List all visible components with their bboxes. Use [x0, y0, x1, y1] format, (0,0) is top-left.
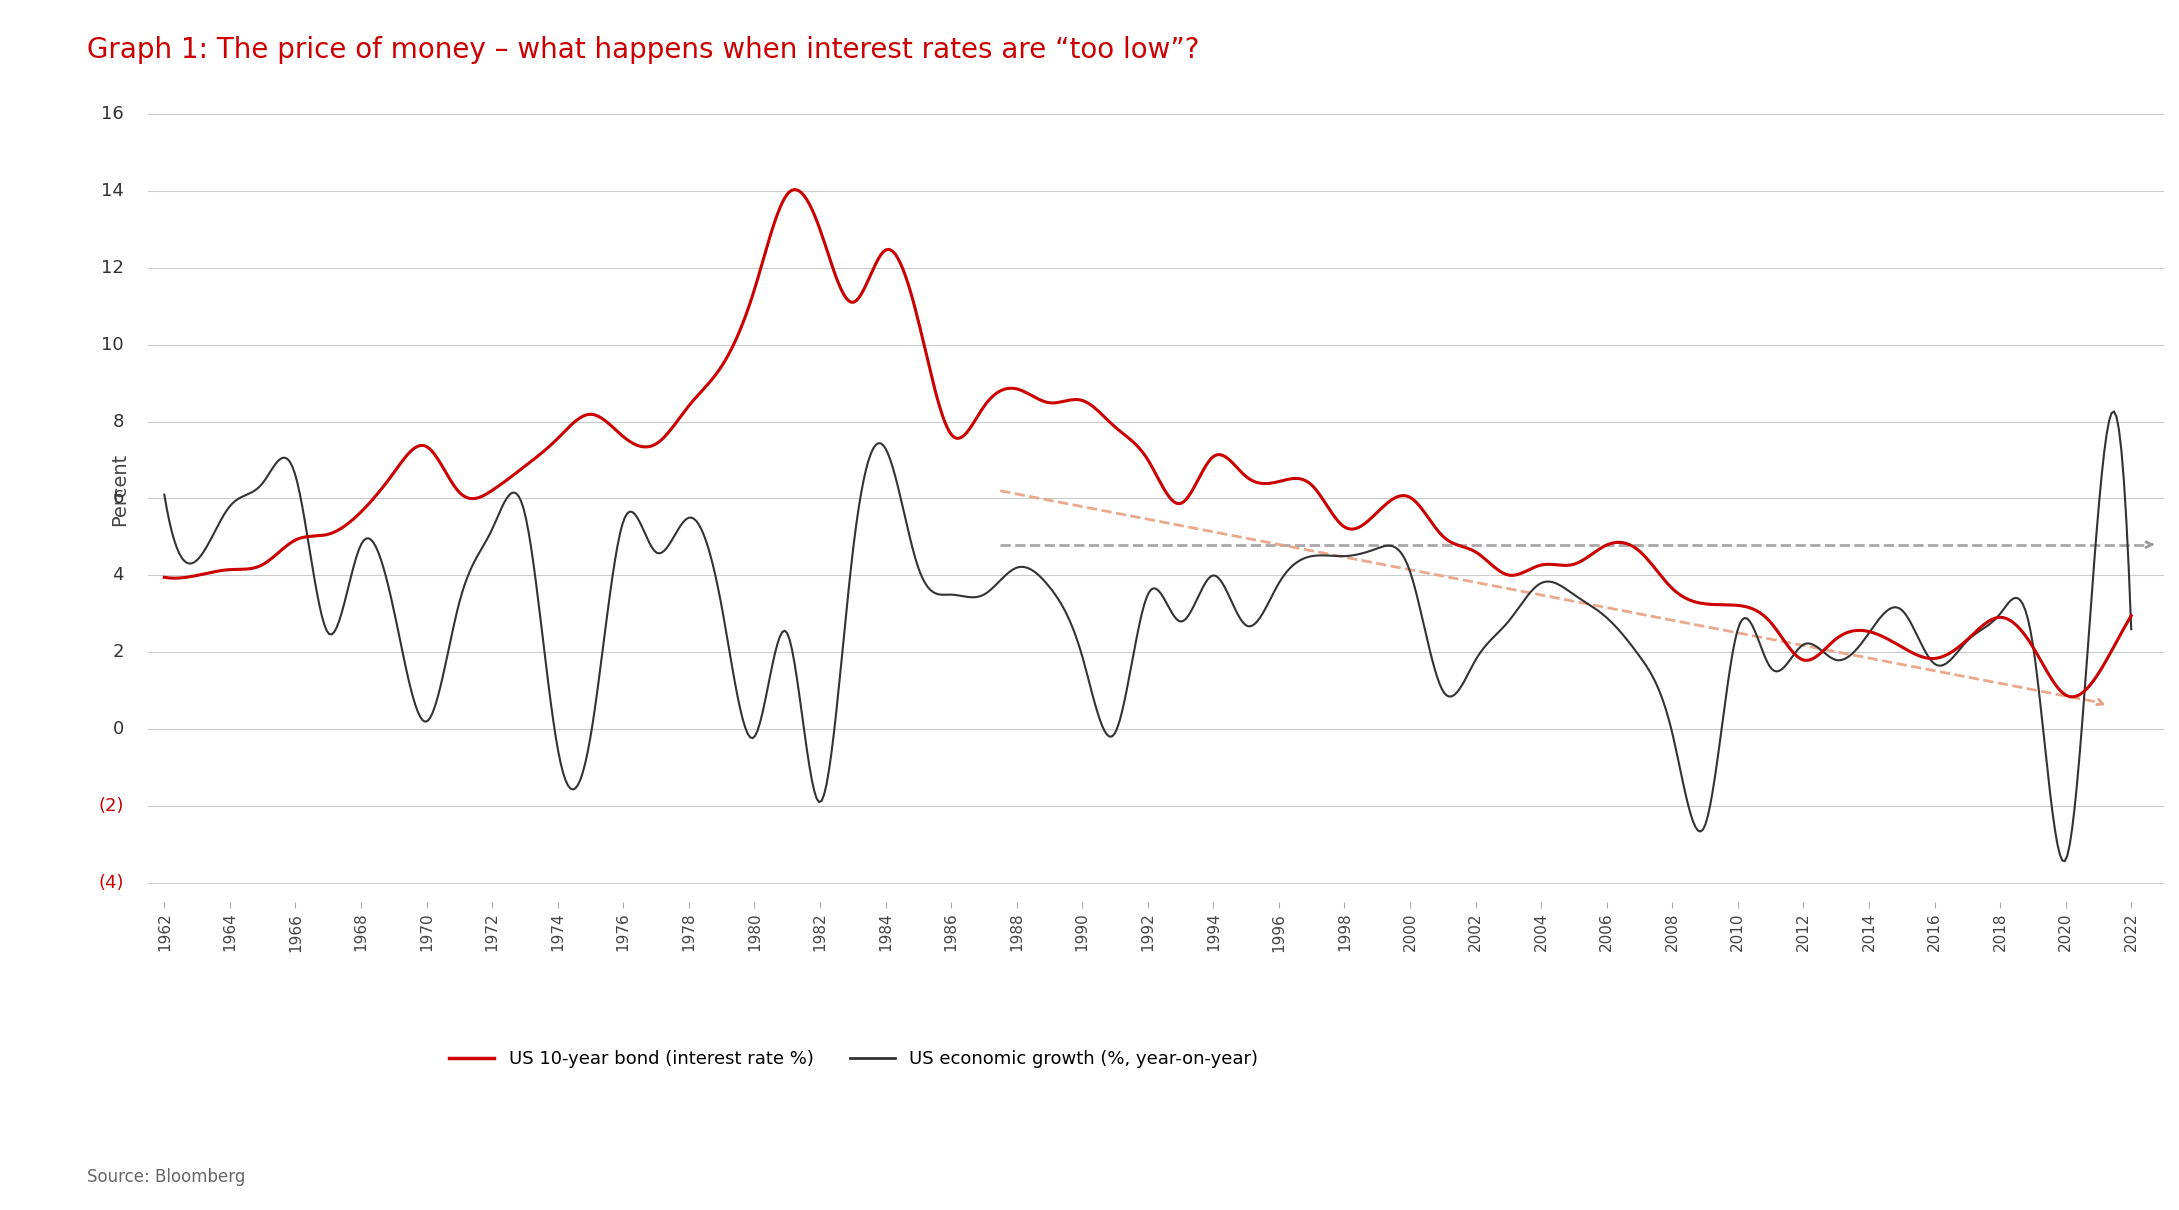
Text: 0: 0	[113, 720, 124, 738]
Text: 8: 8	[113, 413, 124, 431]
Text: (2): (2)	[98, 797, 124, 816]
Text: 14: 14	[100, 182, 124, 200]
Text: Graph 1: The price of money – what happens when interest rates are “too low”?: Graph 1: The price of money – what happe…	[87, 36, 1201, 64]
Text: 10: 10	[100, 335, 124, 353]
Text: 12: 12	[100, 259, 124, 277]
Y-axis label: Percent: Percent	[111, 453, 129, 525]
Text: (4): (4)	[98, 874, 124, 892]
Text: 6: 6	[113, 490, 124, 507]
Text: Source: Bloomberg: Source: Bloomberg	[87, 1168, 246, 1186]
Legend: US 10-year bond (interest rate %), US economic growth (%, year-on-year): US 10-year bond (interest rate %), US ec…	[442, 1043, 1266, 1076]
Text: 2: 2	[113, 644, 124, 662]
Text: 4: 4	[113, 566, 124, 584]
Text: 16: 16	[100, 105, 124, 123]
